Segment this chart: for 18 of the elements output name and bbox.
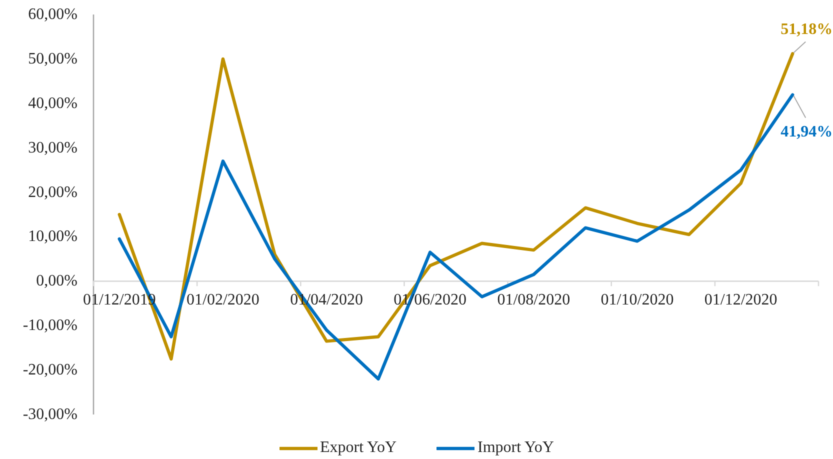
- legend-label: Export YoY: [320, 439, 396, 457]
- x-tick-label: 01/08/2020: [497, 292, 570, 309]
- legend-label: Import YoY: [478, 439, 554, 457]
- data-label: 41,94%: [780, 123, 833, 140]
- y-tick-label: 50,00%: [28, 50, 78, 68]
- y-tick-label: 20,00%: [28, 184, 78, 201]
- y-tick-label: -10,00%: [22, 317, 78, 334]
- y-tick-label: 0,00%: [36, 272, 78, 290]
- y-tick-label: 10,00%: [28, 228, 78, 246]
- x-tick-label: 01/02/2020: [186, 292, 260, 309]
- data-label: 51,18%: [780, 21, 833, 38]
- y-tick-label: 40,00%: [28, 94, 78, 112]
- y-tick-label: 60,00%: [28, 6, 78, 23]
- y-tick-label: -30,00%: [22, 406, 78, 423]
- y-tick-label: -20,00%: [22, 362, 78, 379]
- y-tick-label: 30,00%: [28, 139, 78, 156]
- x-tick-label: 01/10/2020: [600, 292, 674, 309]
- x-tick-label: 01/12/2020: [704, 292, 778, 309]
